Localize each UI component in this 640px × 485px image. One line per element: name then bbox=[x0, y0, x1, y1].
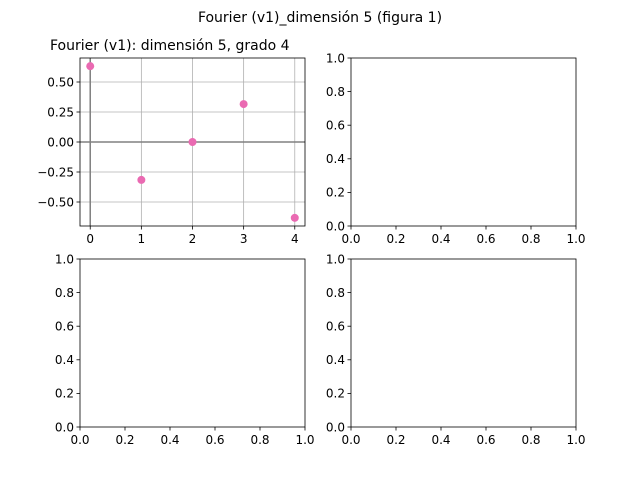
data-point bbox=[290, 213, 299, 222]
axes-frame bbox=[350, 57, 577, 227]
axes-frame bbox=[79, 258, 306, 428]
x-tick-label: 0.8 bbox=[250, 433, 269, 447]
y-tick-label: 0.8 bbox=[326, 286, 345, 300]
x-tick-label: 1 bbox=[138, 232, 146, 246]
y-tick-label: 0.6 bbox=[55, 320, 74, 334]
data-point bbox=[137, 175, 146, 184]
y-tick-label: 0.4 bbox=[326, 152, 345, 166]
data-point bbox=[188, 138, 197, 146]
x-tick-label: 0 bbox=[86, 232, 94, 246]
y-tick-label: −0.25 bbox=[37, 165, 74, 179]
x-tick-label: 0.8 bbox=[521, 232, 540, 246]
x-tick-label: 0.8 bbox=[521, 433, 540, 447]
y-tick-label: 0.25 bbox=[47, 105, 74, 119]
x-tick-label: 0.4 bbox=[431, 232, 450, 246]
y-tick-label: 0.8 bbox=[326, 85, 345, 99]
x-tick-label: 1.0 bbox=[566, 232, 585, 246]
x-tick-label: 0.0 bbox=[341, 232, 360, 246]
x-tick-label: 0.0 bbox=[70, 433, 89, 447]
y-tick-label: 0.00 bbox=[47, 135, 74, 149]
y-tick-label: −0.50 bbox=[37, 195, 74, 209]
y-tick-label: 0.0 bbox=[55, 420, 74, 434]
x-tick-label: 0.4 bbox=[160, 433, 179, 447]
x-tick-label: 1.0 bbox=[566, 433, 585, 447]
y-tick-label: 0.2 bbox=[326, 186, 345, 200]
y-tick-label: 0.4 bbox=[55, 353, 74, 367]
y-tick-label: 0.2 bbox=[55, 387, 74, 401]
x-tick-label: 3 bbox=[240, 232, 248, 246]
y-tick-label: 0.0 bbox=[326, 219, 345, 233]
x-tick-label: 0.6 bbox=[476, 433, 495, 447]
x-tick-label: 4 bbox=[291, 232, 299, 246]
y-tick-label: 0.50 bbox=[47, 75, 74, 89]
axes-frame bbox=[350, 258, 577, 428]
y-tick-label: 0.8 bbox=[55, 286, 74, 300]
y-tick-label: 0.4 bbox=[326, 353, 345, 367]
x-tick-label: 2 bbox=[189, 232, 197, 246]
subplot-2: 0.0 0.2 0.4 0.6 0.8 1.0 0.0 0.2 0.4 0.6 0.8 1.0 bbox=[326, 51, 586, 246]
x-tick-label: 0.2 bbox=[115, 433, 134, 447]
y-tick-label: 1.0 bbox=[55, 252, 74, 266]
x-tick-label: 0.6 bbox=[205, 433, 224, 447]
y-tick-label: 0.6 bbox=[326, 320, 345, 334]
x-tick-label: 0.4 bbox=[431, 433, 450, 447]
x-tick-label: 1.0 bbox=[295, 433, 314, 447]
subplot-title: Fourier (v1): dimensión 5, grado 4 bbox=[50, 38, 290, 54]
data-point bbox=[86, 62, 95, 71]
subplots-grid: 0 1 2 3 4 −0.50 −0.25 0.00 0.25 0.50 Fourier (v1):… bbox=[37, 38, 585, 447]
subplot-3: 0.0 0.2 0.4 0.6 0.8 1.0 0.0 0.2 0.4 0.6 0.8 1.0 bbox=[55, 252, 315, 447]
y-tick-label: 1.0 bbox=[326, 252, 345, 266]
x-tick-label: 0.2 bbox=[386, 232, 405, 246]
figure-suptitle: Fourier (v1)_dimensión 5 (figura 1) bbox=[198, 10, 442, 26]
y-tick-label: 0.0 bbox=[326, 420, 345, 434]
y-tick-label: 0.6 bbox=[326, 119, 345, 133]
subplot-4: 0.0 0.2 0.4 0.6 0.8 1.0 0.0 0.2 0.4 0.6 0.8 1.0 bbox=[326, 252, 586, 447]
x-tick-label: 0.0 bbox=[341, 433, 360, 447]
y-tick-label: 1.0 bbox=[326, 51, 345, 65]
x-tick-label: 0.6 bbox=[476, 232, 495, 246]
data-point bbox=[239, 100, 248, 109]
y-tick-label: 0.2 bbox=[326, 387, 345, 401]
subplot-1: 0 1 2 3 4 −0.50 −0.25 0.00 0.25 0.50 Fourier (v1):… bbox=[37, 38, 306, 246]
x-tick-label: 0.2 bbox=[386, 433, 405, 447]
